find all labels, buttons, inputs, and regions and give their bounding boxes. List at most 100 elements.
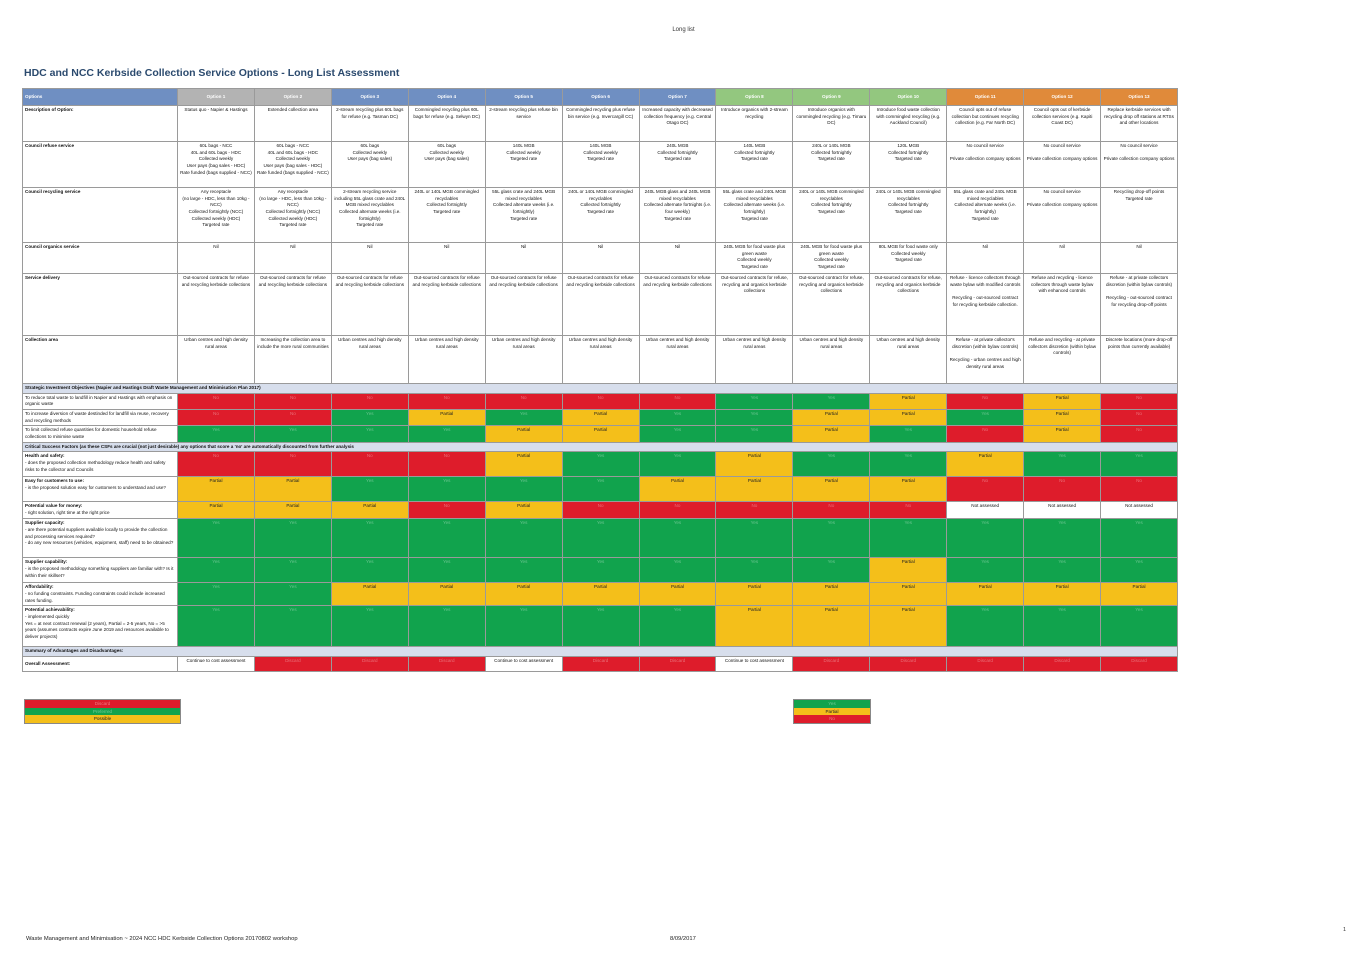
criterion-label: Affordability: - no funding constraints. … — [22, 582, 178, 607]
description-cell: Council opts out of refuse collection bu… — [946, 105, 1025, 142]
description-cell: Nil — [638, 242, 717, 274]
rating-cell: Yes — [561, 476, 640, 503]
description-cell: Refuse and recycling - at private collec… — [1023, 335, 1102, 384]
rating-cell: Yes — [1023, 518, 1102, 559]
rating-cell: Partial — [561, 408, 640, 427]
rating-cell: Partial — [177, 476, 255, 503]
description-cell: Out-sourced contracts for refuse and rec… — [253, 273, 332, 336]
description-cell: Urban centres and high density rural are… — [869, 335, 948, 384]
rating-cell: Partial — [253, 476, 332, 503]
criterion-title: Supplier capability: — [25, 559, 68, 565]
description-cell: 240L or 140L MGB commingled recyclables … — [561, 187, 640, 243]
description-cell: Out-sourced contracts for refuse and rec… — [177, 273, 255, 336]
rating-cell: No — [1023, 476, 1102, 503]
description-cell: No council service Private collection co… — [1023, 141, 1102, 188]
rating-cell: No — [330, 392, 409, 410]
legend-left: Discard Preferred Possible — [24, 699, 181, 724]
row-label: Council organics service — [22, 242, 178, 274]
option-header: Option 12 — [1023, 88, 1102, 106]
rating-cell: Not assessed — [1100, 501, 1178, 520]
description-cell: 2-stream recycling service including 55L… — [330, 187, 409, 243]
rating-cell: Partial — [1023, 392, 1102, 410]
rating-cell: Yes — [1023, 605, 1102, 648]
overall-cell: Discard — [561, 655, 640, 672]
description-cell: Introduce organics with 2-stream recycli… — [715, 105, 794, 142]
rating-cell: Yes — [869, 425, 948, 443]
overall-cell: Discard — [1100, 655, 1178, 672]
overall-cell: Discard — [253, 655, 332, 672]
overall-cell: Discard — [330, 655, 409, 672]
rating-cell: Yes — [253, 605, 332, 648]
option-header: Option 3 — [330, 88, 409, 106]
description-cell: Nil — [1023, 242, 1102, 274]
rating-cell: Yes — [561, 451, 640, 478]
rating-cell: No — [946, 392, 1025, 410]
description-cell: Urban centres and high density rural are… — [177, 335, 255, 384]
rating-cell: No — [407, 501, 486, 520]
description-cell: Urban centres and high density rural are… — [407, 335, 486, 384]
rating-cell: Partial — [715, 605, 794, 648]
description-cell: Refuse and recycling - licence collector… — [1023, 273, 1102, 336]
rating-cell: Partial — [1023, 582, 1102, 607]
overall-cell: Continue to cost assessment — [484, 655, 563, 672]
rating-cell: Yes — [561, 605, 640, 648]
overall-cell: Discard — [407, 655, 486, 672]
rating-cell: Yes — [177, 425, 255, 443]
rating-row: Health and safety: - does the proposed co… — [22, 451, 1178, 478]
description-cell: Introduce food waste collection with com… — [869, 105, 948, 142]
description-cell: 2-stream recycling plus 60L bags for ref… — [330, 105, 409, 142]
page-number: 1 — [1343, 927, 1347, 933]
option-header: Option 6 — [561, 88, 640, 106]
rating-cell: Partial — [330, 501, 409, 520]
rating-cell: Yes — [1100, 451, 1178, 478]
option-header: Option 13 — [1100, 88, 1178, 106]
description-cell: No council service Private collection co… — [1023, 187, 1102, 243]
rating-cell: Partial — [946, 582, 1025, 607]
rating-cell: No — [253, 408, 332, 427]
rating-cell: Yes — [1100, 557, 1178, 584]
page-title: HDC and NCC Kerbside Collection Service … — [24, 67, 400, 79]
criterion-description: - is the proposed methodology something … — [25, 565, 174, 578]
rating-cell: No — [638, 501, 717, 520]
rating-cell: Yes — [638, 451, 717, 478]
rating-cell: Yes — [253, 425, 332, 443]
rating-cell: Yes — [407, 476, 486, 503]
rating-row: Affordability: - no funding constraints. … — [22, 582, 1178, 607]
description-cell: Nil — [177, 242, 255, 274]
rating-cell: Partial — [869, 392, 948, 410]
rating-cell: Yes — [407, 605, 486, 648]
description-cell: 240L MGB glass and 240L MGB mixed recycl… — [638, 187, 717, 243]
description-cell: Urban centres and high density rural are… — [715, 335, 794, 384]
rating-cell: Partial — [330, 582, 409, 607]
rating-row: Potential value for money: - right soluti… — [22, 501, 1178, 520]
rating-cell: Yes — [638, 408, 717, 427]
rating-cell: Partial — [869, 605, 948, 648]
rating-cell: Partial — [869, 557, 948, 584]
criterion-label: Easy for customers to use: - is the propo… — [22, 476, 178, 503]
description-cell: Any receptacle (no large - HDC, less tha… — [253, 187, 332, 243]
rating-cell: Yes — [715, 408, 794, 427]
rating-cell: Partial — [1023, 408, 1102, 427]
description-row: Council organics service Nil Nil Nil Nil Nil N… — [22, 242, 1178, 274]
description-cell: 140L MGB Collected weekly Targeted rate — [484, 141, 563, 188]
rating-cell: No — [1100, 392, 1178, 410]
rating-row: To limit collected refuse quantities for… — [22, 425, 1178, 443]
description-cell: Increased capacity with decreased collec… — [638, 105, 717, 142]
rating-cell: Yes — [946, 518, 1025, 559]
rating-cell: No — [177, 451, 255, 478]
rating-cell: Partial — [407, 408, 486, 427]
rating-cell: No — [407, 451, 486, 478]
rating-cell: Partial — [484, 501, 563, 520]
description-cell: Refuse - at private collectors discretio… — [1100, 273, 1178, 336]
rating-cell: Yes — [715, 518, 794, 559]
criterion-label: Supplier capability: - is the proposed me… — [22, 557, 178, 584]
rating-cell: No — [177, 408, 255, 427]
legend-partial: Partial — [794, 707, 870, 715]
rating-cell: Yes — [715, 557, 794, 584]
description-row: Council refuse service 60L bags - NCC 40L… — [22, 141, 1178, 188]
rating-cell: Yes — [715, 392, 794, 410]
overall-label: Overall Assessment: — [22, 655, 178, 672]
rating-cell: Yes — [330, 557, 409, 584]
description-row: Description of Option: Status quo - Napie… — [22, 105, 1178, 142]
rating-cell: No — [715, 501, 794, 520]
